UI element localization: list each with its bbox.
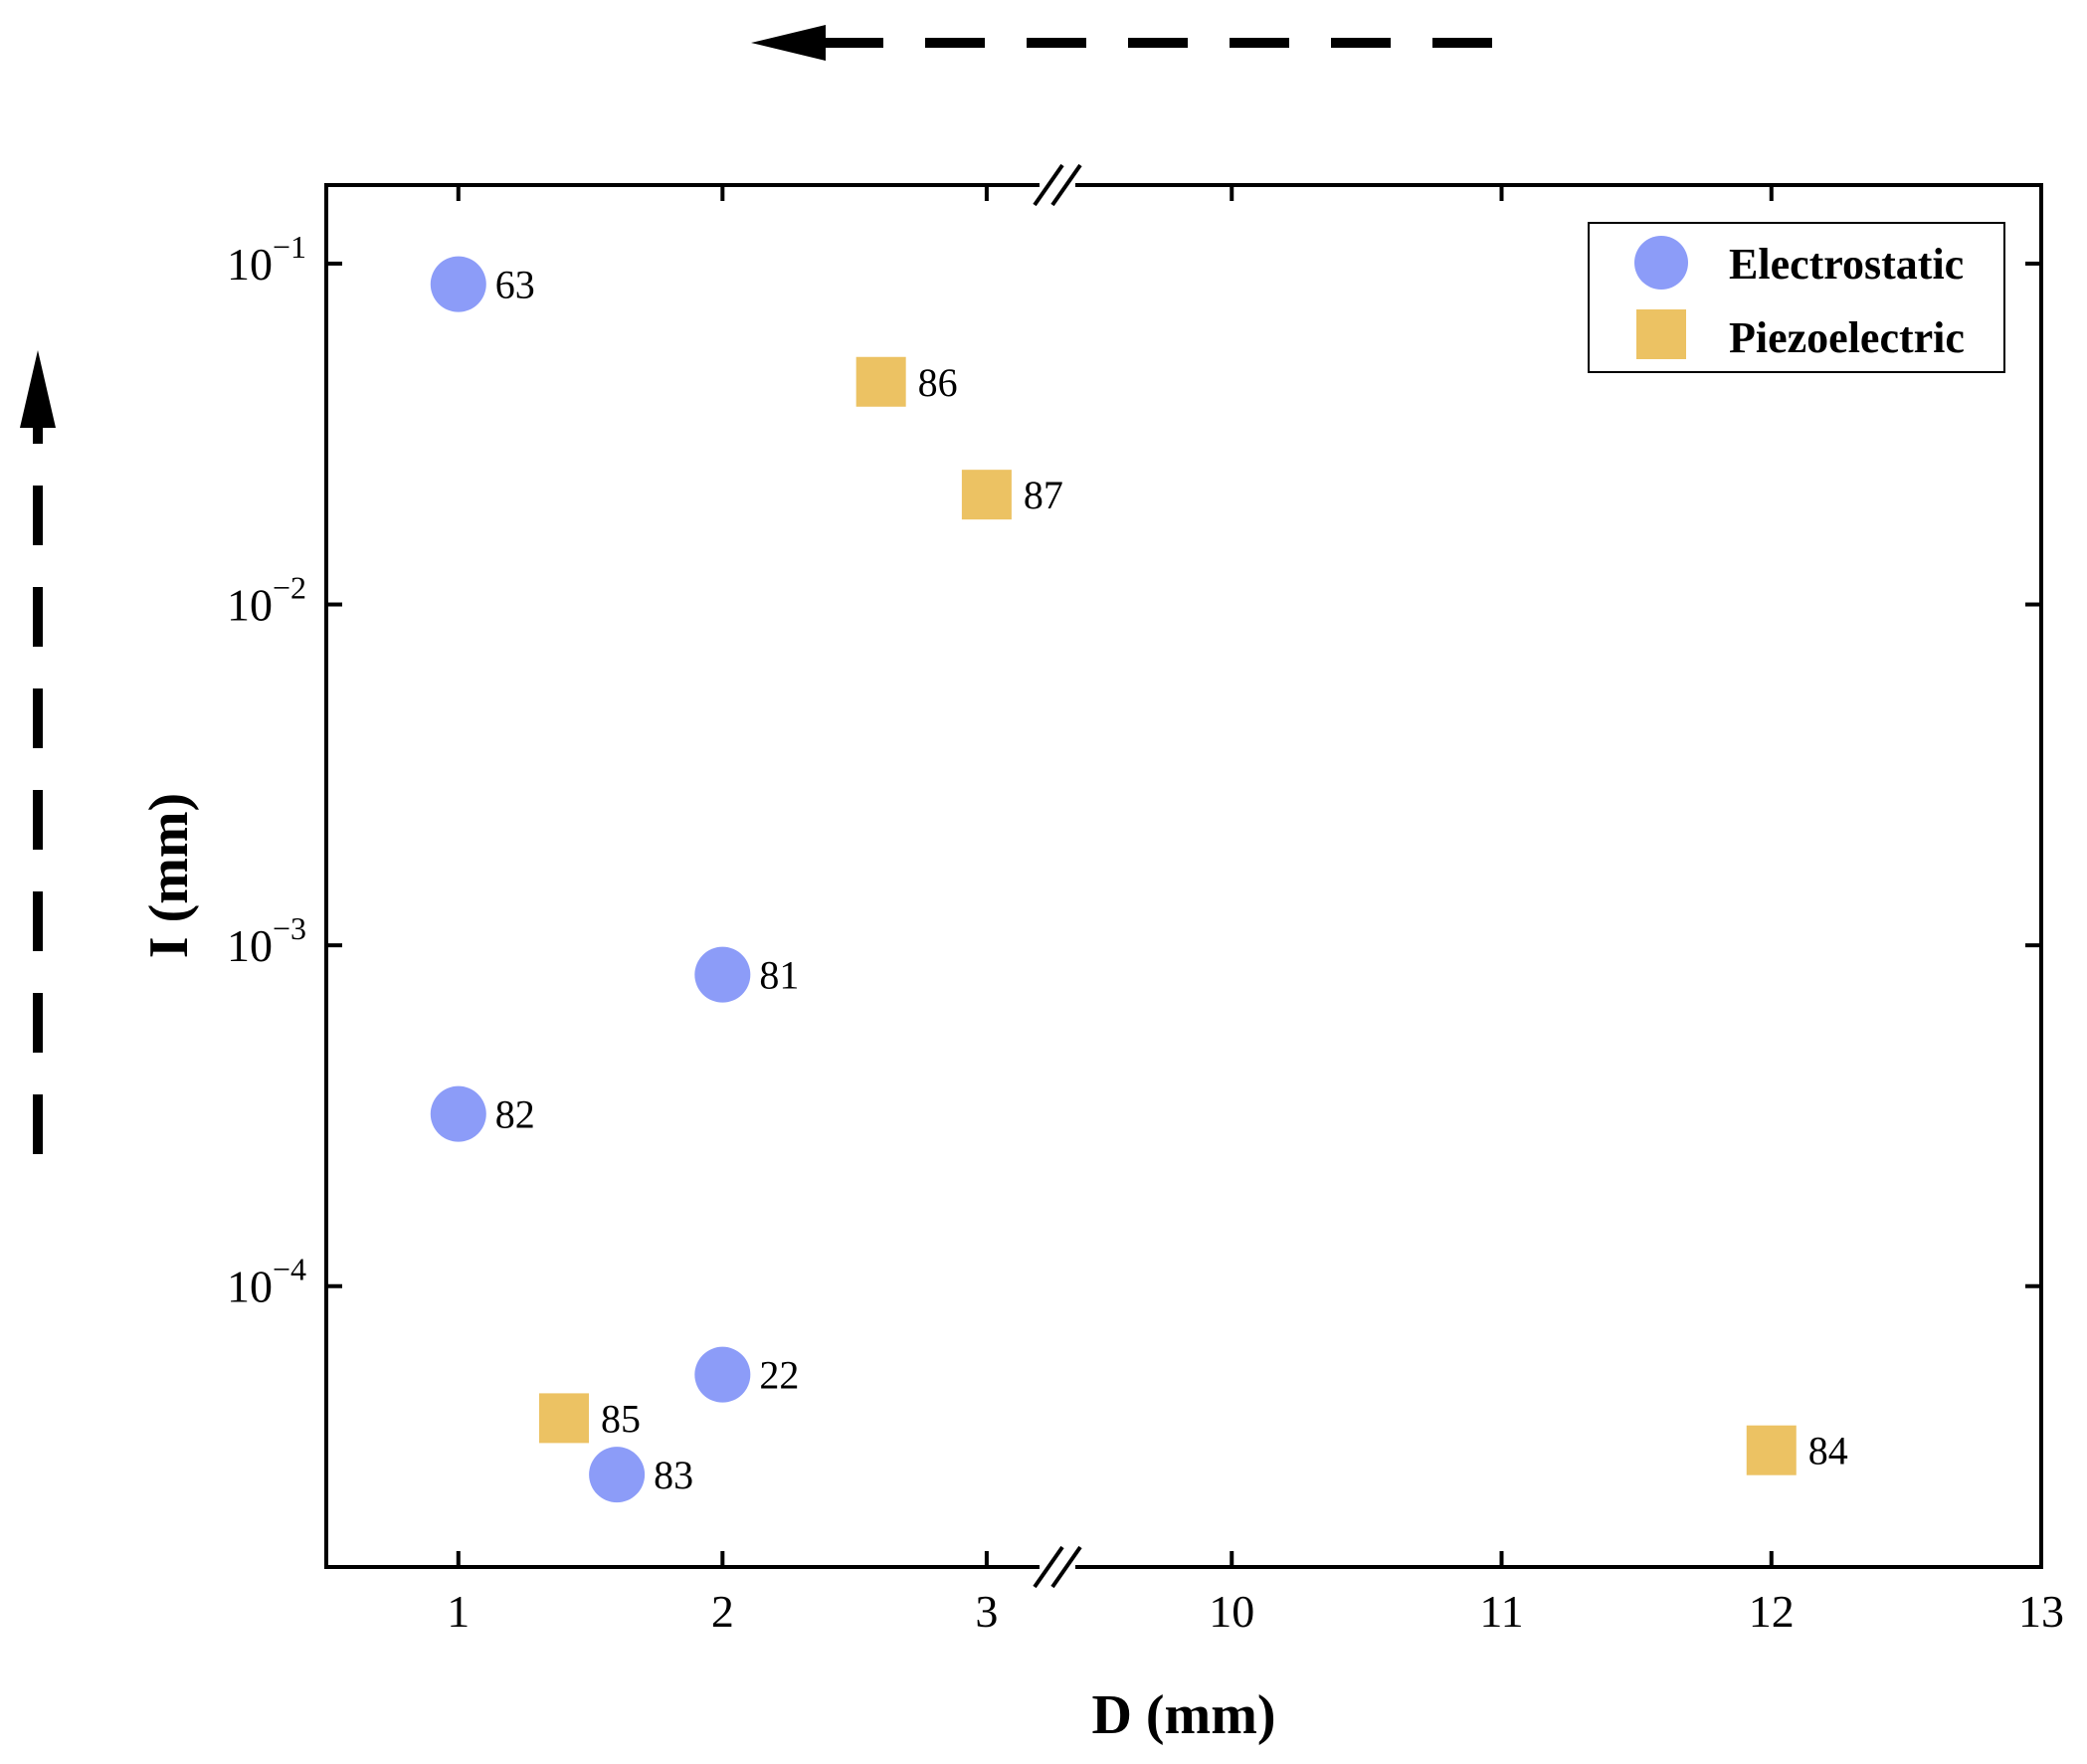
x-axis-ticks: 1 2 3 10 11 12 13 — [447, 185, 2064, 1637]
y-tick-exponent: −3 — [273, 910, 306, 946]
data-points: 63 81 82 22 83 86 87 85 84 — [430, 256, 1848, 1503]
point-electrostatic-81 — [694, 946, 751, 1003]
point-label-82: 82 — [495, 1092, 535, 1137]
y-tick-base: 10 — [227, 580, 273, 631]
x-axis-title: D (mm) — [1091, 1684, 1275, 1746]
y-tick-exponent: −2 — [273, 570, 306, 606]
legend-electrostatic-label: Electrostatic — [1729, 240, 1964, 289]
x-axis-break-bottom — [1033, 1545, 1082, 1589]
x-tick-label: 2 — [711, 1586, 734, 1637]
y-tick-base: 10 — [227, 920, 273, 971]
point-label-83: 83 — [654, 1453, 693, 1497]
y-tick-base: 10 — [227, 239, 273, 290]
legend-piezoelectric-label: Piezoelectric — [1729, 313, 1965, 362]
point-label-22: 22 — [759, 1353, 799, 1398]
y-tick-label: 10−1 — [227, 229, 306, 290]
point-label-85: 85 — [601, 1396, 641, 1441]
y-tick-exponent: −4 — [273, 1252, 306, 1287]
x-tick-label: 11 — [1479, 1586, 1523, 1637]
point-label-84: 84 — [1808, 1429, 1848, 1473]
y-tick-label: 10−3 — [227, 910, 306, 971]
y-tick-exponent: −1 — [273, 229, 306, 265]
x-axis-break-top — [1033, 163, 1082, 207]
y-tick-label: 10−4 — [227, 1252, 306, 1312]
y-axis-ticks: 10−110−210−310−4 — [227, 229, 2041, 1312]
point-electrostatic-83 — [589, 1447, 646, 1503]
point-electrostatic-63 — [430, 256, 486, 312]
point-piezoelectric-85 — [539, 1393, 589, 1444]
y-tick-base: 10 — [227, 1262, 273, 1312]
x-tick-label: 13 — [2018, 1586, 2064, 1637]
point-electrostatic-22 — [694, 1346, 751, 1403]
x-tick-label: 10 — [1209, 1586, 1254, 1637]
point-electrostatic-82 — [430, 1085, 486, 1142]
legend: Electrostatic Piezoelectric — [1588, 222, 2005, 373]
top-dashed-left-arrow — [751, 25, 1492, 61]
legend-electrostatic-marker — [1634, 236, 1688, 290]
x-tick-label: 12 — [1749, 1586, 1795, 1637]
legend-piezoelectric-marker — [1636, 309, 1686, 359]
point-piezoelectric-84 — [1746, 1425, 1797, 1475]
point-piezoelectric-86 — [855, 356, 906, 407]
point-label-81: 81 — [759, 953, 799, 998]
y-tick-label: 10−2 — [227, 570, 306, 631]
point-label-86: 86 — [918, 360, 958, 405]
left-dashed-up-arrow — [20, 350, 56, 1154]
x-tick-label: 1 — [447, 1586, 470, 1637]
plot-area-frame — [324, 183, 2043, 1569]
y-axis-title: I (mm) — [138, 793, 200, 958]
point-label-87: 87 — [1024, 473, 1063, 517]
point-label-63: 63 — [495, 263, 535, 307]
x-tick-label: 3 — [975, 1586, 998, 1637]
point-piezoelectric-87 — [961, 470, 1012, 520]
